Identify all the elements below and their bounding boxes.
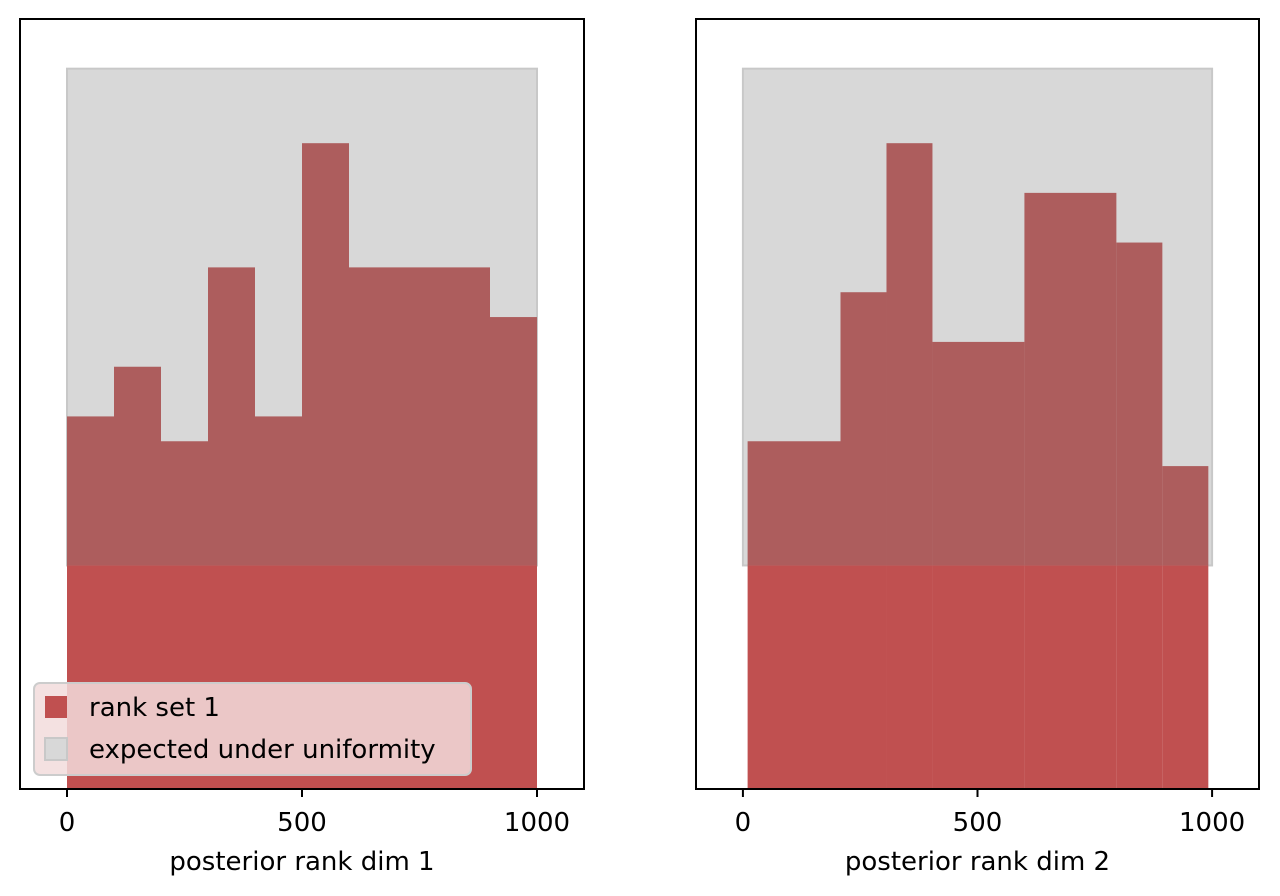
- x-tick-label: 500: [953, 808, 1003, 838]
- x-tick-label: 500: [277, 808, 327, 838]
- histogram-bar-overlap: [1116, 242, 1163, 566]
- x-tick-label: 0: [59, 808, 76, 838]
- histogram-bar: [747, 565, 841, 789]
- subplot-2: 0 500 1000 posterior rank dim 2: [695, 18, 1260, 877]
- x-axis-label: posterior rank dim 2: [845, 847, 1110, 877]
- histogram-bar-overlap: [886, 143, 933, 566]
- histogram-bar-overlap: [932, 341, 1025, 566]
- histogram-bar-overlap: [443, 267, 490, 566]
- histogram-bar-overlap: [67, 416, 114, 566]
- histogram-bar-overlap: [302, 143, 349, 566]
- x-tick-label: 0: [735, 808, 752, 838]
- x-tick-label: 1000: [1179, 808, 1245, 838]
- legend-swatch: [45, 696, 67, 718]
- histogram-bar-overlap: [1024, 192, 1117, 566]
- legend-label: expected under uniformity: [89, 735, 436, 765]
- histogram-bar: [932, 565, 1025, 789]
- histogram-bar-overlap: [255, 416, 302, 566]
- histogram-bar-overlap: [1162, 466, 1209, 566]
- histogram-bar-overlap: [396, 267, 443, 566]
- histogram-bar: [840, 565, 887, 789]
- histogram-bar: [886, 565, 933, 789]
- histogram-bar-overlap: [349, 267, 396, 566]
- histogram-bar-overlap: [114, 366, 161, 566]
- histogram-bar-overlap: [490, 317, 537, 566]
- x-axis-label: posterior rank dim 1: [169, 847, 434, 877]
- x-tick-label: 1000: [504, 808, 570, 838]
- legend: rank set 1 expected under uniformity: [33, 682, 472, 776]
- histogram-bar: [1116, 565, 1163, 789]
- histogram-bar: [1162, 565, 1209, 789]
- subplot-1: 0 500 1000 posterior rank dim 1 rank set 1 ex…: [19, 18, 585, 877]
- histogram-bar-overlap: [747, 441, 841, 566]
- histogram-bar-overlap: [161, 441, 208, 566]
- legend-swatch: [44, 737, 68, 761]
- histogram-bar-overlap: [840, 292, 887, 566]
- histogram-bar: [1024, 565, 1117, 789]
- legend-box: [33, 682, 472, 776]
- histogram-bar: [490, 565, 537, 789]
- legend-label: rank set 1: [89, 693, 220, 723]
- histogram-bar-overlap: [208, 267, 255, 566]
